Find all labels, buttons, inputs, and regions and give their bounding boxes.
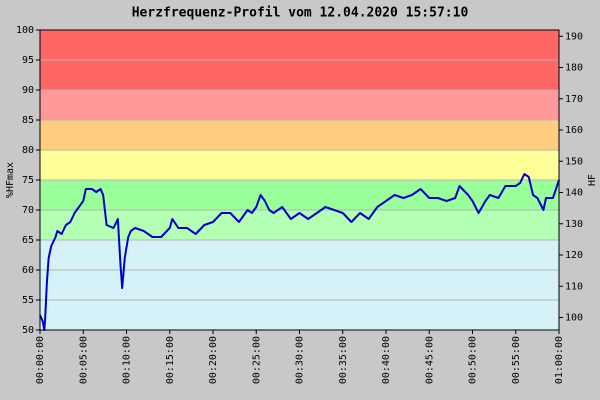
y2-tick-label: 110 bbox=[565, 281, 583, 292]
y-tick-label: 95 bbox=[22, 55, 34, 66]
x-tick-label: 00:55:00 bbox=[511, 336, 522, 384]
x-tick-label: 00:30:00 bbox=[295, 336, 306, 384]
zone-band bbox=[40, 210, 559, 240]
zone-band bbox=[40, 150, 559, 180]
x-tick-label: 00:15:00 bbox=[165, 336, 176, 384]
y2-tick-label: 180 bbox=[565, 63, 583, 74]
chart-title: Herzfrequenz-Profil vom 12.04.2020 15:57… bbox=[132, 6, 469, 21]
plot-border bbox=[39, 29, 560, 331]
y-tick-label: 90 bbox=[22, 85, 34, 96]
y-tick-label: 60 bbox=[22, 265, 34, 276]
y-tick-label: 65 bbox=[22, 235, 34, 246]
x-tick-label: 00:25:00 bbox=[251, 336, 262, 384]
y2-axis-label: HF bbox=[587, 174, 598, 186]
y-tick-label: 85 bbox=[22, 115, 34, 126]
y-tick-label: 75 bbox=[22, 175, 34, 186]
x-tick-label: 00:05:00 bbox=[78, 336, 89, 384]
y2-tick-label: 170 bbox=[565, 94, 583, 105]
zone-band bbox=[40, 120, 559, 150]
y2-tick-label: 120 bbox=[565, 250, 583, 261]
zone-band bbox=[40, 240, 559, 330]
x-tick-label: 00:35:00 bbox=[338, 336, 349, 384]
x-tick-label: 00:45:00 bbox=[424, 336, 435, 384]
zone-band bbox=[40, 180, 559, 210]
y-tick-label: 55 bbox=[22, 295, 34, 306]
y2-tick-label: 160 bbox=[565, 125, 583, 136]
y2-tick-label: 100 bbox=[565, 313, 583, 324]
x-tick-label: 00:10:00 bbox=[122, 336, 133, 384]
y2-tick-label: 140 bbox=[565, 188, 583, 199]
y2-tick-label: 150 bbox=[565, 156, 583, 167]
x-tick-label: 00:50:00 bbox=[468, 336, 479, 384]
y2-tick-label: 190 bbox=[565, 31, 583, 42]
x-tick-label: 00:00:00 bbox=[35, 336, 46, 384]
x-tick-label: 00:20:00 bbox=[208, 336, 219, 384]
x-tick-label: 01:00:00 bbox=[554, 336, 565, 384]
y-axis-label: %HFmax bbox=[5, 162, 16, 198]
zone-band bbox=[40, 90, 559, 120]
y-tick-label: 70 bbox=[22, 205, 34, 216]
y-tick-label: 80 bbox=[22, 145, 34, 156]
x-tick-label: 00:40:00 bbox=[381, 336, 392, 384]
line bbox=[39, 173, 560, 331]
y-tick-label: 100 bbox=[16, 25, 34, 36]
y-tick-label: 50 bbox=[22, 325, 34, 336]
y2-tick-label: 130 bbox=[565, 219, 583, 230]
